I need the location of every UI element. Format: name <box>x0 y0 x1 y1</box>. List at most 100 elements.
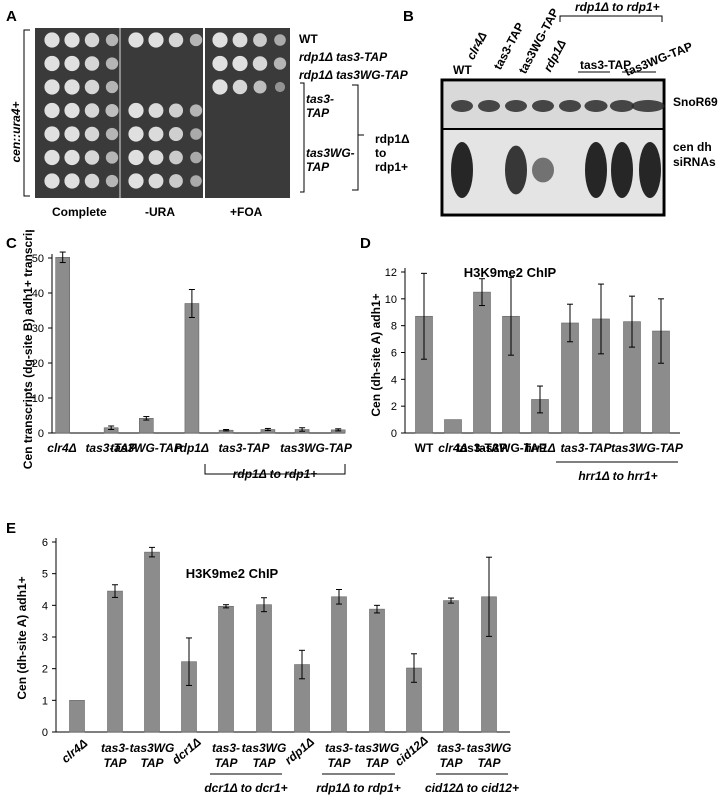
x-tick-label: TAP <box>214 756 238 770</box>
x-tick-label: TAP <box>252 756 276 770</box>
snor69-band <box>505 100 527 112</box>
yeast-spot <box>64 55 80 72</box>
chart-title: H3K9me2 ChIP <box>186 566 279 581</box>
bar <box>369 608 385 733</box>
panel-letter-e: E <box>6 520 17 537</box>
lane-label-rescue-tas3: tas3-TAP <box>580 58 632 72</box>
yeast-spot <box>44 55 60 72</box>
bar <box>443 600 459 733</box>
x-tick-label: tas3WG <box>242 741 287 755</box>
yeast-spot <box>105 80 119 94</box>
y-tick-label: 5 <box>42 569 48 581</box>
snor69-band <box>451 100 473 112</box>
group-bracket <box>204 464 346 475</box>
panel-letter-d: D <box>360 235 371 252</box>
strain-label-rdp1-tas3wg: rdp1Δ tas3WG-TAP <box>299 68 408 82</box>
y-tick-label: 0 <box>42 727 48 739</box>
snor69-band <box>478 100 500 112</box>
chart-d: 0 2 4 6 8 10 12 H3K9me2 ChIP Cen (dh-site A) adh… <box>369 265 684 483</box>
yeast-spot <box>274 81 286 93</box>
yeast-spot <box>189 33 203 47</box>
x-tick-label: clr4Δ <box>59 736 91 766</box>
yeast-spot <box>84 79 100 95</box>
x-tick-label: tas3- <box>325 741 353 755</box>
group-label: dcr1Δ to dcr1+ <box>204 781 287 795</box>
yeast-spot <box>105 57 119 70</box>
panel-letter-c: C <box>6 235 17 252</box>
yeast-spot <box>84 103 100 118</box>
x-tick-label: dcr1Δ <box>169 735 204 767</box>
yeast-spot <box>252 56 268 71</box>
snor69-band <box>584 100 608 112</box>
yeast-spot <box>84 173 100 189</box>
yeast-spot <box>274 34 286 46</box>
bar <box>184 303 200 434</box>
x-tick-label: tas3WG <box>355 741 400 755</box>
bar <box>107 590 123 733</box>
sirna-smear <box>505 145 527 195</box>
yeast-spot <box>84 150 100 165</box>
yeast-spot <box>232 79 248 95</box>
x-tick-label: TAP <box>103 756 127 770</box>
x-tick-label: TAP <box>327 756 351 770</box>
y-tick-label: 10 <box>385 294 397 306</box>
yeast-spot <box>64 32 80 48</box>
band-label-cen-dh: cen dh siRNAs <box>673 140 716 169</box>
media-label-complete: Complete <box>52 205 107 219</box>
yeast-spot <box>190 151 202 164</box>
y-tick-label: 8 <box>391 321 397 333</box>
yeast-spot <box>44 102 60 119</box>
y-tick-label: 12 <box>385 267 397 279</box>
x-tick-label: tas3- <box>437 741 465 755</box>
bar <box>444 419 462 434</box>
panel-a-group-label: rdp1Δ to rdp1+ <box>375 132 410 174</box>
media-label-foa: +FOA <box>230 205 263 219</box>
yeast-spot <box>148 103 164 118</box>
x-tick-label: tas3WG <box>130 741 175 755</box>
yeast-spot <box>64 79 80 95</box>
x-tick-label: tas3-TAP <box>218 441 270 455</box>
lane-label-wt: WT <box>453 63 472 77</box>
yeast-spot <box>128 149 144 166</box>
yeast-spot <box>84 126 100 142</box>
yeast-spot <box>105 174 119 188</box>
group-strain-tas3wg: tas3WG-TAP <box>306 146 355 174</box>
y-tick-label: 40 <box>32 288 44 300</box>
y-tick-label: 1 <box>42 695 48 707</box>
x-tick-label: tas3-TAP <box>85 441 137 455</box>
yeast-spot <box>273 57 287 70</box>
yeast-spot <box>232 32 248 48</box>
group-label: hrr1Δ to hrr1+ <box>578 469 657 483</box>
sirna-smear <box>532 157 554 183</box>
group-strain-tas3: tas3-TAP <box>306 92 335 120</box>
x-tick-label: rdp1Δ <box>175 441 209 455</box>
yeast-spot <box>148 150 164 165</box>
yeast-spot <box>105 33 119 47</box>
bar <box>331 596 347 733</box>
yeast-spot <box>128 32 144 48</box>
yeast-spot <box>105 151 119 164</box>
strain-label-rdp1-tas3: rdp1Δ tas3-TAP <box>299 50 387 64</box>
yeast-spot <box>128 173 144 189</box>
bar <box>218 605 234 733</box>
x-tick-label: tas3WG-TAP <box>110 441 183 455</box>
x-tick-label: tas3-TAP <box>456 441 507 455</box>
yeast-spot <box>64 126 80 142</box>
y-tick-label: 50 <box>32 253 44 265</box>
y-tick-label: 4 <box>391 374 397 386</box>
y-tick-label: 4 <box>42 600 48 612</box>
media-label-minus-ura: -URA <box>145 205 175 219</box>
yeast-spot <box>44 173 60 189</box>
yeast-spot <box>169 150 183 165</box>
spot-assay-panel: cen::ura4+ <box>9 28 290 198</box>
group-label: cid12Δ to cid12+ <box>425 781 519 795</box>
strain-label-wt: WT <box>299 32 318 46</box>
panel-a-left-bracket <box>23 29 30 197</box>
yeast-spot <box>64 102 80 119</box>
panel-a-group-bracket <box>300 82 364 193</box>
yeast-spot <box>168 126 184 142</box>
x-tick-label: tas3WG-TAP <box>280 441 353 455</box>
group-label: rdp1Δ to rdp1+ <box>233 467 318 481</box>
yeast-spot <box>232 55 248 72</box>
